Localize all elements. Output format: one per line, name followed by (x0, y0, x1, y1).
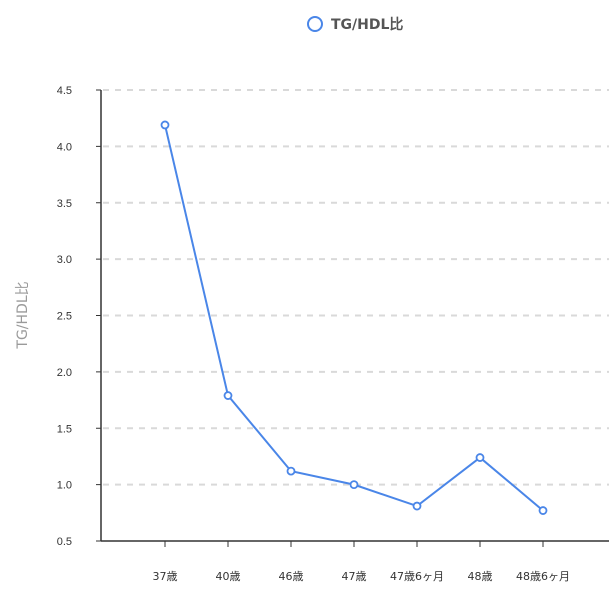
x-tick-label: 48歳6ヶ月 (516, 570, 570, 583)
y-tick-label: 1.5 (57, 423, 72, 435)
y-tick-label: 3.5 (57, 198, 72, 210)
series-tg-hdl (160, 120, 548, 515)
data-point[interactable] (349, 480, 359, 490)
y-tick-label: 4.5 (57, 85, 72, 97)
y-tick-label: 2.5 (57, 311, 72, 323)
y-tick-label: 0.5 (57, 536, 72, 548)
y-tick-label: 2.0 (57, 367, 72, 379)
data-point[interactable] (538, 506, 548, 515)
y-tick-label: 3.0 (57, 254, 72, 266)
y-tick-label: 4.0 (57, 141, 72, 153)
y-axis-label: TG/HDL比 (15, 281, 31, 349)
data-point[interactable] (160, 120, 170, 130)
data-point[interactable] (475, 453, 485, 462)
x-axis-ticks: 37歳 40歳 46歳 47歳 47歳6ヶ月 48歳 48歳6ヶ月 (153, 541, 570, 583)
legend-marker (307, 16, 323, 32)
series-line (164, 124, 544, 512)
x-tick-label: 47歳6ヶ月 (390, 570, 444, 583)
legend[interactable]: TG/HDL比 (307, 16, 403, 33)
gridlines (103, 89, 609, 486)
x-tick-label: 46歳 (279, 570, 304, 583)
data-point[interactable] (286, 466, 296, 476)
y-tick-label: 1.0 (57, 480, 72, 492)
x-tick-label: 47歳 (342, 570, 367, 583)
data-point[interactable] (223, 391, 233, 400)
data-point[interactable] (412, 501, 422, 511)
y-axis-ticks: 0.5 1.0 1.5 2.0 2.5 3.0 3.5 4.0 4.5 (57, 85, 101, 548)
x-tick-label: 37歳 (153, 570, 178, 583)
legend-label: TG/HDL比 (331, 16, 403, 33)
x-tick-label: 48歳 (468, 570, 493, 583)
x-tick-label: 40歳 (216, 570, 241, 583)
